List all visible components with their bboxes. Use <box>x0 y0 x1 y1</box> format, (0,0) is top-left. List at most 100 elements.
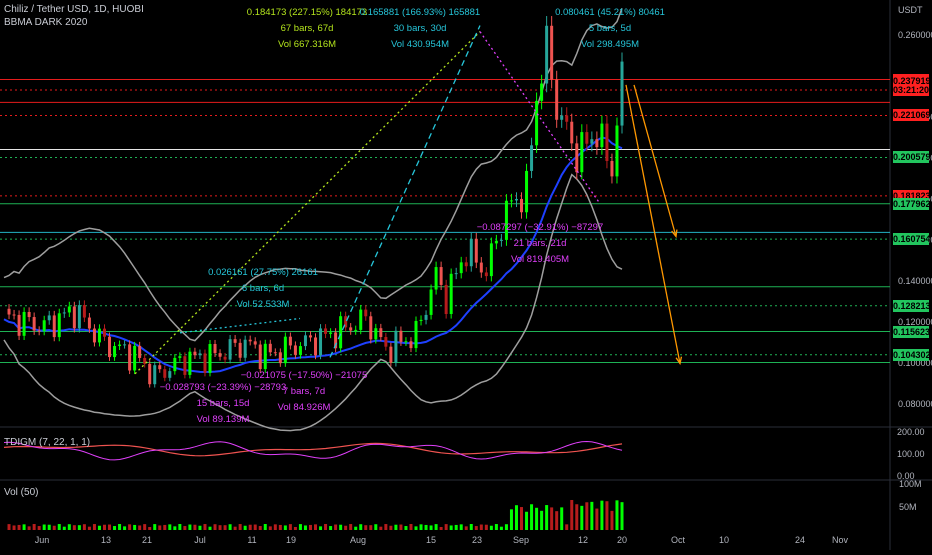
candle-body <box>575 143 579 173</box>
volume-bar <box>399 524 403 530</box>
x-tick-label: 12 <box>577 535 589 545</box>
candle-body <box>12 314 16 316</box>
price-tag: 0.104302 <box>893 348 931 361</box>
candle-body <box>610 160 614 177</box>
measure-annotation: −0.087297 (−32.91%) −87297 21 bars, 21d Vo… <box>477 220 604 268</box>
annotation-line: 0.080461 (45.21%) 80461 <box>555 7 665 18</box>
volume-bar <box>474 526 478 530</box>
candle-body <box>514 198 518 201</box>
volume-bar <box>454 524 458 530</box>
volume-bar <box>303 525 307 530</box>
volume-bar <box>499 526 503 530</box>
candle-body <box>253 341 257 345</box>
price-tag: 0.177962 <box>893 197 931 210</box>
measure-line <box>179 317 301 334</box>
candle-body <box>404 341 408 343</box>
volume-bar <box>605 501 609 530</box>
candle-body <box>118 344 122 347</box>
candle-body <box>339 316 343 349</box>
candle-body <box>615 125 619 177</box>
candle-body <box>530 145 534 171</box>
x-tick-label: 19 <box>285 535 297 545</box>
measure-annotation: 0.080461 (45.21%) 80461 5 bars, 5d Vol 298… <box>555 5 665 53</box>
volume-bar <box>57 524 61 530</box>
volume-bar <box>379 526 383 530</box>
volume-bar <box>344 525 348 530</box>
candle-body <box>278 352 282 364</box>
volume-bar <box>555 511 559 530</box>
volume-bar <box>339 524 343 530</box>
volume-bar <box>138 525 142 530</box>
volume-bar <box>404 526 408 530</box>
x-tick-label: 23 <box>471 535 483 545</box>
volume-bar <box>545 505 549 530</box>
volume-bar <box>394 524 398 530</box>
candle-body <box>454 273 458 275</box>
candle-body <box>520 198 524 213</box>
tdigm-title[interactable]: TDIGM (7, 22, 1, 1) <box>4 437 91 448</box>
candle-body <box>32 317 36 331</box>
volume-bar <box>293 526 297 530</box>
symbol-title[interactable]: Chiliz / Tether USD, 1D, HUOBI <box>4 4 144 15</box>
y-tick-label: 0.100000 <box>898 357 932 368</box>
candle-body <box>233 339 237 343</box>
volume-bar <box>369 525 373 530</box>
price-tag: 0.128213 <box>893 299 931 312</box>
volume-bar <box>384 524 388 530</box>
candle-body <box>97 328 101 343</box>
candle-body <box>374 328 378 340</box>
volume-bar <box>514 505 518 530</box>
price-tag: 0.115623 <box>893 325 931 338</box>
candle-body <box>173 357 177 372</box>
annotation-line: 0.026161 (27.75%) 26161 <box>208 267 318 278</box>
tdigm-tick-label: 200.00 <box>897 427 925 437</box>
measure-annotation: 0.184173 (227.15%) 184173 67 bars, 67d Vol… <box>247 5 367 53</box>
volume-bar <box>308 524 312 530</box>
tdigm-tick-label: 100.00 <box>897 449 925 459</box>
x-tick-label: 10 <box>718 535 730 545</box>
candle-body <box>545 25 549 84</box>
tdigm-line-1 <box>3 442 623 457</box>
volume-bar <box>87 526 91 530</box>
volume-title[interactable]: Vol (50) <box>4 487 39 498</box>
volume-bar <box>113 526 117 530</box>
candle-body <box>133 345 137 371</box>
annotation-line: 67 bars, 67d <box>280 23 334 34</box>
candle-body <box>595 139 599 148</box>
candle-body <box>188 351 192 375</box>
tdigm-tick-label: 0.00 <box>897 471 915 481</box>
volume-bar <box>102 524 106 530</box>
candle-body <box>298 346 302 355</box>
annotation-line: −0.021075 (−17.50%) −21075 <box>240 370 368 381</box>
candle-body <box>344 316 348 328</box>
candle-body <box>258 344 262 370</box>
volume-bar <box>62 526 66 530</box>
candle-body <box>22 311 26 336</box>
volume-bar <box>509 509 513 530</box>
annotation-line: 21 bars, 21d <box>513 238 567 249</box>
volume-bar <box>22 524 26 530</box>
y-tick-label: 0.140000 <box>898 275 932 286</box>
candle-body <box>449 273 453 315</box>
volume-bar <box>439 526 443 530</box>
volume-bar <box>504 524 508 530</box>
annotation-line: 5 bars, 5d <box>588 23 632 34</box>
x-tick-label: Sep <box>512 535 530 545</box>
candle-body <box>525 170 529 213</box>
candle-body <box>499 239 503 241</box>
candle-body <box>419 319 423 321</box>
volume-bar <box>329 526 333 530</box>
volume-bar <box>464 526 468 530</box>
candle-body <box>394 330 398 363</box>
indicator-title[interactable]: BBMA DARK 2020 <box>4 17 88 28</box>
volume-bar <box>263 524 267 530</box>
candle-body <box>364 309 368 317</box>
annotation-line: Vol 89.139M <box>196 414 250 425</box>
volume-bar <box>620 502 624 530</box>
candle-body <box>168 371 172 378</box>
volume-bar <box>27 526 31 530</box>
candle-body <box>319 328 323 356</box>
candle-body <box>550 25 554 80</box>
